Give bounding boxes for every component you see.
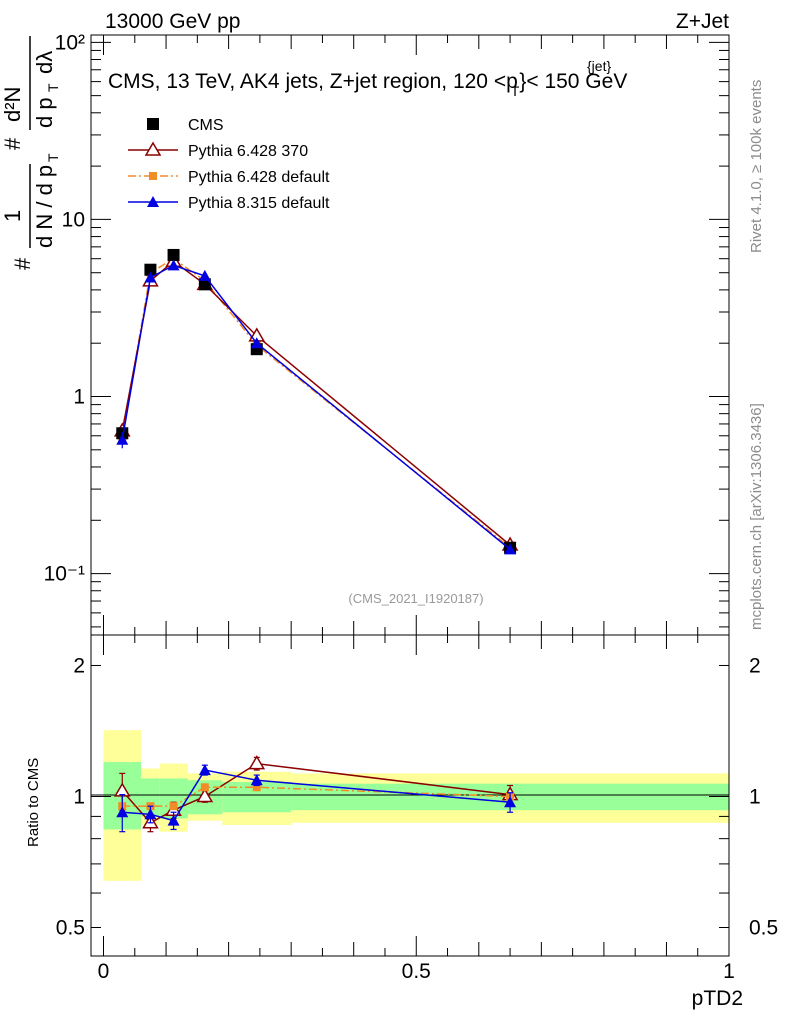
ratio-point-pythia-6-428-default — [200, 783, 209, 792]
ratio-y-tick-label: 0.5 — [56, 916, 85, 939]
ratio-point-pythia-8-315-default — [198, 764, 211, 776]
ratio-point-pythia-6-428-370 — [248, 755, 266, 770]
x-tick-label: 0.5 — [402, 960, 431, 983]
process-label: Z+Jet — [676, 10, 729, 33]
ratio-point-pythia-8-315-default — [167, 814, 180, 826]
main-point-pythia-8-315-default — [144, 271, 157, 283]
main-plot-frame — [90, 34, 730, 636]
ratio-y-tick-label: 2 — [73, 654, 85, 677]
ratio-line-pythia-8-315-default — [122, 769, 511, 822]
legend-label-cms: CMS — [188, 117, 224, 134]
x-tick-label: 0 — [98, 960, 110, 983]
main-point-cms — [167, 248, 180, 261]
plot-title-main: CMS, 13 TeV, AK4 jets, Z+jet region, 120… — [108, 70, 518, 93]
ratio-y-tick-label-right: 2 — [749, 654, 761, 677]
legend-marker-cms — [147, 118, 159, 130]
main-series-group — [113, 248, 519, 555]
legend-marker-pythia-6-428-default — [149, 172, 157, 180]
ratio-point-pythia-8-315-default — [504, 796, 517, 808]
ratio-point-pythia-6-428-370 — [196, 787, 214, 803]
legend: CMS Pythia 6.428 370 Pythia 6.428 default P… — [128, 117, 330, 212]
x-tick-label: 1 — [723, 960, 735, 983]
main-point-pythia-8-315-default — [198, 269, 211, 281]
ylabel-den-tail: dλ — [32, 51, 57, 74]
main-point-pythia-8-315-default — [116, 433, 129, 445]
main-y-tick-label: 10² — [55, 31, 85, 54]
main-point-cms — [250, 343, 263, 356]
ratio-point-pythia-8-315-default — [144, 808, 157, 820]
ylabel-hash: # — [10, 257, 35, 270]
ratio-series-group — [113, 755, 519, 833]
plot-title-sub: T — [511, 83, 520, 99]
legend-label-pythia-6-428-370: Pythia 6.428 370 — [188, 143, 308, 160]
main-y-tick-label: 10 — [62, 208, 85, 231]
ratio-y-tick-label: 1 — [73, 785, 85, 808]
energy-label: 13000 GeV pp — [105, 10, 240, 33]
main-point-pythia-8-315-default — [504, 543, 517, 555]
rivet-label: Rivet 4.1.0, ≥ 100k events — [748, 80, 765, 253]
plot-title-tail: }< 150 GeV — [519, 70, 627, 93]
x-axis-label: pTD2 — [692, 987, 743, 1010]
main-point-pythia-8-315-default — [167, 259, 180, 271]
ylabel-one: 1 — [0, 210, 25, 222]
ratio-point-pythia-6-428-default — [169, 802, 178, 811]
ylabel-dn: d N / d p — [32, 165, 57, 248]
ratio-point-pythia-8-315-default — [116, 806, 129, 818]
main-point-cms — [198, 278, 211, 291]
ylabel-denominator: d p — [32, 97, 57, 128]
ylabel-den-sub: T — [45, 83, 61, 92]
ratio-point-pythia-8-315-default — [250, 774, 263, 786]
ylabel-dn-sub: T — [45, 153, 61, 162]
main-y-label: # 1 d N / d p T # d²N d p T dλ — [0, 36, 61, 270]
legend-label-pythia-6-428-default: Pythia 6.428 default — [188, 169, 330, 186]
main-line-pythia-6-428-default — [121, 257, 511, 549]
ratio-uncertainty-bands — [103, 730, 729, 881]
ylabel-hash-2: # — [0, 137, 25, 150]
ratio-y-tick-label-right: 1 — [749, 785, 761, 808]
analysis-id: (CMS_2021_I1920187) — [348, 591, 483, 606]
ylabel-numerator: d²N — [0, 87, 25, 122]
main-point-pythia-8-315-default — [250, 337, 263, 349]
main-point-cms — [144, 263, 157, 276]
main-y-tick-label: 1 — [73, 386, 85, 409]
mcplots-label: mcplots.cern.ch [arXiv:1306.3436] — [748, 403, 765, 630]
ratio-y-tick-label-right: 0.5 — [749, 916, 778, 939]
main-line-pythia-8-315-default — [121, 264, 511, 550]
legend-marker-pythia-6-428-370 — [144, 141, 162, 156]
legend-label-pythia-8-315-default: Pythia 8.315 default — [188, 195, 330, 212]
plot-title-sup: {jet} — [587, 58, 611, 74]
ratio-point-pythia-6-428-default — [252, 783, 261, 792]
axis-ticks: 10² 10 1 10⁻¹ 2 2 1 1 0.5 0.5 0 0.5 1 — [44, 31, 779, 983]
main-y-tick-label: 10⁻¹ — [44, 563, 85, 586]
legend-marker-pythia-8-315-default — [147, 196, 159, 207]
ratio-y-label: Ratio to CMS — [25, 758, 42, 847]
plot-title: CMS, 13 TeV, AK4 jets, Z+jet region, 120… — [108, 70, 627, 99]
